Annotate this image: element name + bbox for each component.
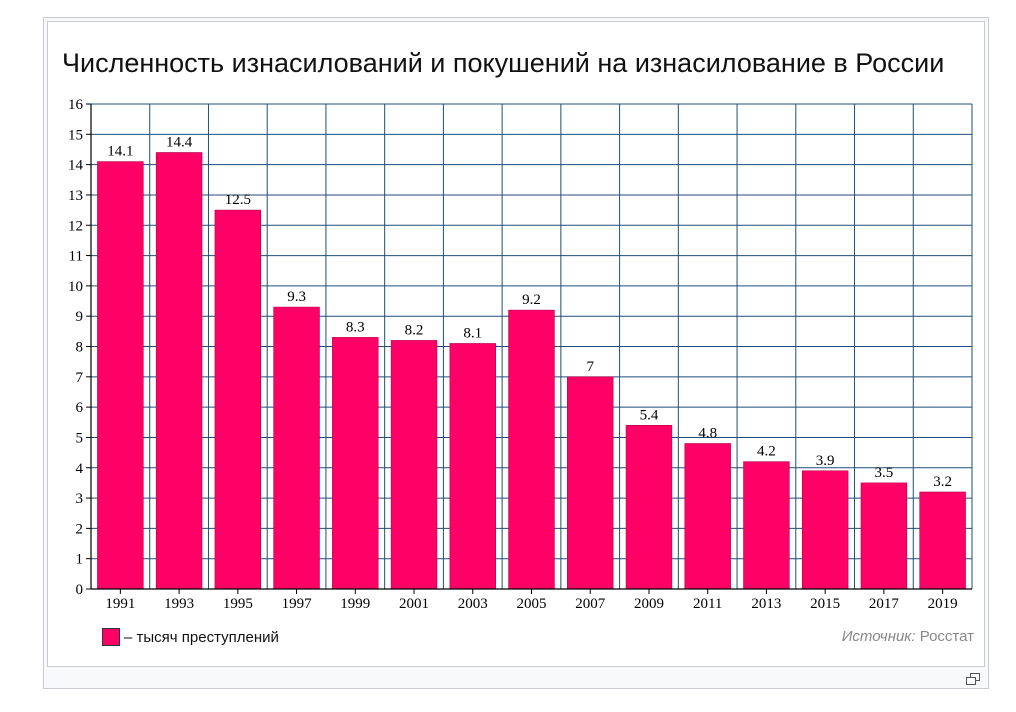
y-tick-label: 5 <box>76 430 84 446</box>
x-tick-label: 1999 <box>340 596 370 612</box>
bar-value-label: 8.2 <box>405 322 424 338</box>
bar <box>449 343 496 590</box>
x-tick-label: 2011 <box>693 596 722 612</box>
y-tick-label: 16 <box>68 97 84 113</box>
y-tick-label: 2 <box>76 521 84 537</box>
bar-value-label: 8.1 <box>463 325 482 341</box>
x-tick-label: 1997 <box>282 596 313 612</box>
bar <box>155 152 203 590</box>
bar-value-label: 3.5 <box>875 465 894 481</box>
x-tick-label: 2007 <box>575 596 606 612</box>
bar <box>801 470 849 590</box>
y-tick-label: 9 <box>76 309 84 325</box>
y-tick-label: 4 <box>76 461 84 477</box>
bar <box>684 443 731 590</box>
source-note: Источник: Росстат <box>842 628 974 645</box>
bar-value-label: 12.5 <box>225 192 251 208</box>
x-tick-label: 1995 <box>223 596 253 612</box>
bar <box>743 461 790 590</box>
bar-value-label: 4.8 <box>698 426 717 442</box>
legend: – тысяч преступлений <box>102 628 279 646</box>
y-tick-label: 0 <box>76 582 84 598</box>
bar <box>390 340 438 590</box>
x-tick-label: 2015 <box>810 596 840 612</box>
bar-value-label: 14.4 <box>166 135 193 151</box>
y-tick-label: 1 <box>76 552 84 568</box>
chart-title: Численность изнасилований и покушений на… <box>62 48 945 78</box>
bar-value-label: 9.3 <box>287 289 306 305</box>
x-tick-label: 1991 <box>105 596 135 612</box>
bar-value-label: 8.3 <box>346 319 365 335</box>
bar <box>860 482 908 590</box>
x-tick-label: 2005 <box>517 596 547 612</box>
y-tick-label: 7 <box>76 370 84 386</box>
bar <box>508 309 555 590</box>
bar-value-label: 3.9 <box>816 453 835 469</box>
bar-value-label: 14.1 <box>107 144 133 160</box>
y-tick-label: 11 <box>69 249 83 265</box>
bar <box>919 491 966 590</box>
source-prefix: Источник: <box>841 628 916 645</box>
x-tick-label: 1993 <box>164 596 194 612</box>
enlarge-icon[interactable] <box>966 673 980 685</box>
x-tick-label: 2001 <box>399 596 429 612</box>
bar <box>273 306 320 590</box>
source-name: Росстат <box>919 628 974 645</box>
y-tick-label: 8 <box>76 340 84 356</box>
bar-value-label: 3.2 <box>933 474 952 490</box>
y-tick-label: 15 <box>68 127 83 143</box>
bar-value-label: 4.2 <box>757 444 776 460</box>
x-tick-label: 2003 <box>458 596 488 612</box>
bar <box>214 209 262 590</box>
bar <box>567 376 614 590</box>
bar <box>97 161 144 590</box>
y-tick-label: 13 <box>68 188 83 204</box>
bar-value-label: 5.4 <box>640 407 659 423</box>
x-tick-label: 2013 <box>751 596 781 612</box>
y-tick-label: 12 <box>68 218 83 234</box>
bar-value-label: 9.2 <box>522 292 541 308</box>
legend-swatch <box>102 628 120 646</box>
bar <box>625 425 673 590</box>
bar-value-label: 7 <box>586 359 594 375</box>
y-tick-label: 14 <box>68 158 84 174</box>
x-tick-label: 2009 <box>634 596 664 612</box>
y-tick-label: 10 <box>68 279 83 295</box>
bar <box>332 337 379 590</box>
x-tick-label: 2019 <box>928 596 958 612</box>
y-tick-label: 3 <box>76 491 84 507</box>
legend-label: – тысяч преступлений <box>124 628 279 646</box>
y-tick-label: 6 <box>76 400 84 416</box>
x-tick-label: 2017 <box>869 596 900 612</box>
